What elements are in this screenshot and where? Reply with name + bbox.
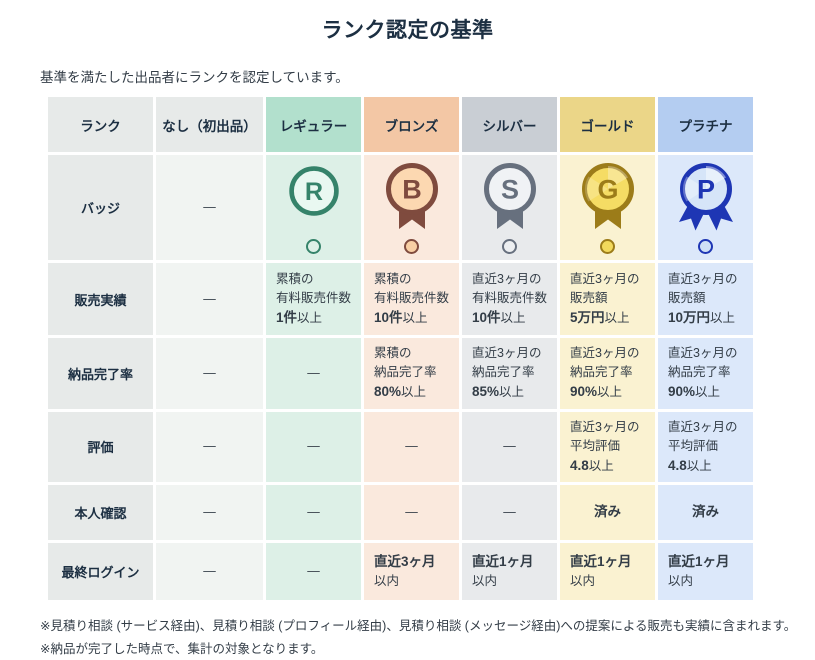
svg-text:S: S: [500, 174, 518, 204]
page-subtitle: 基準を満たした出品者にランクを認定しています。: [40, 70, 349, 85]
cell-last-login-platinum: 直近1ヶ月 以内: [658, 543, 753, 601]
row-label-sales: 販売実績: [48, 263, 153, 335]
cell-last-login-regular: —: [266, 543, 361, 601]
criteria-row-last-login: 最終ログイン — — 直近3ヶ月 以内 直近1ヶ月 以内 直近1ヶ月 以内 直近1ヶ月 以内: [48, 543, 753, 601]
footnotes: ※見積り相談 (サービス経由)、見積り相談 (プロフィール経由)、見積り相談 (…: [40, 615, 815, 660]
cell-delivery-rate-gold: 直近3ヶ月の 納品完了率 90%以上: [560, 338, 655, 409]
platinum-badge-icon: P: [678, 162, 733, 230]
cell-sales-none: —: [156, 263, 263, 335]
svg-text:G: G: [597, 174, 618, 204]
table-header-row: ランク なし（初出品） レギュラー ブロンズ シルバー ゴールド プラチナ: [48, 97, 753, 152]
cell-last-login-bronze: 直近3ヶ月 以内: [364, 543, 459, 601]
bronze-badge-dot-icon: [404, 238, 419, 254]
cell-badge-bronze: B: [364, 155, 459, 260]
svg-text:P: P: [696, 174, 714, 204]
footnote-2: ※納品が完了した時点で、集計の対象となります。: [40, 642, 324, 657]
rank-header-silver: シルバー: [462, 97, 557, 152]
row-label-rating: 評価: [48, 411, 153, 483]
rank-header-bronze: ブロンズ: [364, 97, 459, 152]
cell-sales-silver: 直近3ヶ月の 有料販売件数 10件以上: [462, 263, 557, 335]
svg-text:R: R: [304, 177, 322, 205]
criteria-row-rating: 評価 — — — — 直近3ヶ月の 平均評価 4.8以上 直近3ヶ月の 平均評価 4.8以上: [48, 411, 753, 483]
cell-identity-check-silver: —: [462, 485, 557, 541]
cell-delivery-rate-none: —: [156, 338, 263, 409]
cell-rating-silver: —: [462, 411, 557, 483]
gold-badge-dot-icon: [600, 238, 615, 254]
cell-rating-regular: —: [266, 411, 361, 483]
cell-delivery-rate-platinum: 直近3ヶ月の 納品完了率 90%以上: [658, 338, 753, 409]
silver-badge-dot-icon: [502, 238, 517, 254]
rank-header-platinum: プラチナ: [658, 97, 753, 152]
cell-delivery-rate-silver: 直近3ヶ月の 納品完了率 85%以上: [462, 338, 557, 409]
gold-badge-icon: G: [581, 162, 634, 229]
regular-badge-dot-icon: [306, 238, 321, 254]
row-label-identity-check: 本人確認: [48, 485, 153, 541]
cell-identity-check-platinum: 済み: [658, 485, 753, 541]
cell-rating-none: —: [156, 411, 263, 483]
rank-header-gold: ゴールド: [560, 97, 655, 152]
cell-sales-gold: 直近3ヶ月の 販売額 5万円以上: [560, 263, 655, 335]
cell-last-login-none: —: [156, 543, 263, 601]
cell-rating-platinum: 直近3ヶ月の 平均評価 4.8以上: [658, 411, 753, 483]
row-label-last-login: 最終ログイン: [48, 543, 153, 601]
platinum-badge-dot-icon: [698, 238, 713, 254]
cell-identity-check-none: —: [156, 485, 263, 541]
cell-badge-platinum: P: [658, 155, 753, 260]
criteria-row-badge: バッジ — R B S G P: [48, 155, 753, 260]
cell-badge-regular: R: [266, 155, 361, 260]
cell-rating-bronze: —: [364, 411, 459, 483]
silver-badge-icon: S: [483, 162, 536, 229]
row-label-badge: バッジ: [48, 155, 153, 260]
cell-sales-bronze: 累積の 有料販売件数 10件以上: [364, 263, 459, 335]
footnote-1: ※見積り相談 (サービス経由)、見積り相談 (プロフィール経由)、見積り相談 (…: [40, 619, 797, 634]
cell-delivery-rate-regular: —: [266, 338, 361, 409]
page-title: ランク認定の基準: [321, 19, 494, 42]
cell-sales-platinum: 直近3ヶ月の 販売額 10万円以上: [658, 263, 753, 335]
cell-identity-check-bronze: —: [364, 485, 459, 541]
row-label-delivery-rate: 納品完了率: [48, 338, 153, 409]
cell-rating-gold: 直近3ヶ月の 平均評価 4.8以上: [560, 411, 655, 483]
cell-delivery-rate-bronze: 累積の 納品完了率 80%以上: [364, 338, 459, 409]
criteria-row-identity-check: 本人確認 — — — — 済み 済み: [48, 485, 753, 541]
regular-badge-icon: R: [288, 165, 339, 216]
rank-header-none: なし（初出品）: [156, 97, 263, 152]
corner-header-rank: ランク: [48, 97, 153, 152]
rank-criteria-table: ランク なし（初出品） レギュラー ブロンズ シルバー ゴールド プラチナ バッジ — R …: [45, 94, 756, 603]
cell-sales-regular: 累積の 有料販売件数 1件以上: [266, 263, 361, 335]
rank-header-regular: レギュラー: [266, 97, 361, 152]
criteria-row-delivery-rate: 納品完了率 — — 累積の 納品完了率 80%以上 直近3ヶ月の 納品完了率 85%以上 直近3ヶ…: [48, 338, 753, 409]
svg-text:B: B: [402, 174, 422, 204]
cell-badge-none: —: [156, 155, 263, 260]
cell-identity-check-regular: —: [266, 485, 361, 541]
cell-badge-gold: G: [560, 155, 655, 260]
cell-identity-check-gold: 済み: [560, 485, 655, 541]
cell-last-login-silver: 直近1ヶ月 以内: [462, 543, 557, 601]
bronze-badge-icon: B: [385, 162, 438, 229]
criteria-row-sales: 販売実績 — 累積の 有料販売件数 1件以上 累積の 有料販売件数 10件以上 直近3ヶ月の 有料…: [48, 263, 753, 335]
cell-badge-silver: S: [462, 155, 557, 260]
cell-last-login-gold: 直近1ヶ月 以内: [560, 543, 655, 601]
